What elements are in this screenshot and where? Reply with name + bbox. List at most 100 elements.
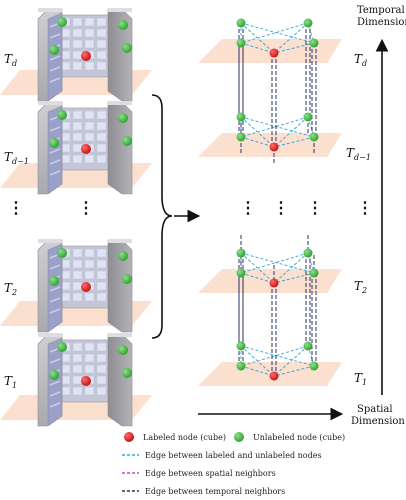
building-window xyxy=(96,364,107,374)
building-window xyxy=(96,132,107,142)
unlabeled-node xyxy=(236,132,246,142)
building-window xyxy=(72,270,83,280)
edge-spatial xyxy=(240,22,315,44)
building-window xyxy=(72,248,83,258)
unlabeled-node xyxy=(236,268,246,278)
unlabeled-node xyxy=(303,112,313,122)
building-window xyxy=(60,143,71,153)
facade-stripe xyxy=(49,308,61,314)
unlabeled-node xyxy=(303,248,313,258)
building-window xyxy=(96,259,107,269)
building-window xyxy=(96,248,107,258)
unlabeled-node xyxy=(309,38,319,48)
unlabeled-node xyxy=(122,368,132,378)
labeled-node xyxy=(81,282,91,292)
unlabeled-node xyxy=(118,20,128,30)
edge-labeled-unlabeled xyxy=(273,345,309,377)
left-ellipsis-1: ⋮ xyxy=(8,198,24,217)
building-window xyxy=(72,50,83,60)
building-window xyxy=(60,270,71,280)
building-window xyxy=(72,39,83,49)
temporal-edges-bottom xyxy=(238,253,317,376)
edge-labeled-unlabeled xyxy=(273,42,315,54)
edge-spatial xyxy=(240,116,309,138)
edge-labeled-unlabeled xyxy=(273,365,315,377)
labeled-node xyxy=(81,144,91,154)
left-ellipsis-2: ⋮ xyxy=(78,198,94,217)
unlabeled-node xyxy=(309,132,319,142)
right-label-td-1: Td−1 xyxy=(346,146,371,162)
unlabeled-node xyxy=(236,18,246,28)
temporal-axis-label-line1: Temporal xyxy=(357,5,405,16)
legend-edge-spatial-label: Edge between spatial neighbors xyxy=(145,469,276,478)
building-window xyxy=(84,270,95,280)
unlabeled-node xyxy=(57,342,67,352)
unlabeled-node xyxy=(236,341,246,351)
building-window xyxy=(60,61,71,71)
legend-labeled-node-label: Labeled node (cube) xyxy=(143,433,226,442)
unlabeled-node xyxy=(122,274,132,284)
building-window xyxy=(60,154,71,164)
edge-labeled-unlabeled xyxy=(273,272,315,284)
building-window xyxy=(84,386,95,396)
graph-layer-t1 xyxy=(198,345,342,386)
building-window xyxy=(72,353,83,363)
unlabeled-node xyxy=(49,370,59,380)
graph-layer-td xyxy=(198,22,342,63)
building-layer-td xyxy=(0,8,152,102)
facade-stripe xyxy=(49,126,61,132)
graph-nodes-td-1 xyxy=(236,112,319,152)
spatial-axis-label-line1: Spatial xyxy=(357,404,393,415)
unlabeled-node xyxy=(236,361,246,371)
edge-spatial xyxy=(240,252,309,274)
building-window xyxy=(84,259,95,269)
building-window xyxy=(72,292,83,302)
building-window xyxy=(60,39,71,49)
edge-spatial xyxy=(240,345,315,367)
facade-stripe xyxy=(49,380,61,386)
facade-stripe xyxy=(49,297,61,303)
right-ellipsis-1: ⋮ xyxy=(240,198,256,217)
building-window xyxy=(72,110,83,120)
building-layer-t1 xyxy=(0,333,152,427)
unlabeled-node xyxy=(303,341,313,351)
building-window xyxy=(72,375,83,385)
building-window xyxy=(96,353,107,363)
building-window xyxy=(72,386,83,396)
building-window xyxy=(60,281,71,291)
facade-stripe xyxy=(49,286,61,292)
building-window xyxy=(72,17,83,27)
building-window xyxy=(72,154,83,164)
building-window xyxy=(84,342,95,352)
labeled-node xyxy=(269,48,279,58)
building-roof-left xyxy=(38,101,62,105)
edge-spatial xyxy=(240,252,315,274)
graph-layer-td-1 xyxy=(198,116,342,157)
facade-stripe xyxy=(49,33,61,39)
building-window xyxy=(72,364,83,374)
building-roof-left xyxy=(38,333,62,337)
building-window xyxy=(84,17,95,27)
facade-stripe xyxy=(49,358,61,364)
building-window xyxy=(60,50,71,60)
building-layer-td-1 xyxy=(0,101,152,195)
right-label-td: Td xyxy=(354,52,367,68)
unlabeled-node xyxy=(309,361,319,371)
building-window xyxy=(84,248,95,258)
right-ellipsis-4: ⋮ xyxy=(357,198,373,217)
building-window xyxy=(96,375,107,385)
graph-nodes-t1 xyxy=(236,341,319,381)
unlabeled-node xyxy=(57,248,67,258)
edge-labeled-unlabeled xyxy=(273,22,309,54)
building-window xyxy=(96,50,107,60)
unlabeled-node xyxy=(122,43,132,53)
building-window xyxy=(84,110,95,120)
building-window xyxy=(84,39,95,49)
graph-nodes-td xyxy=(236,18,319,58)
building-roof-right xyxy=(108,239,132,243)
building-roof-right xyxy=(108,333,132,337)
building-window xyxy=(96,61,107,71)
right-ellipsis-2: ⋮ xyxy=(273,198,289,217)
edge-labeled-unlabeled xyxy=(240,42,275,54)
building-window xyxy=(96,17,107,27)
